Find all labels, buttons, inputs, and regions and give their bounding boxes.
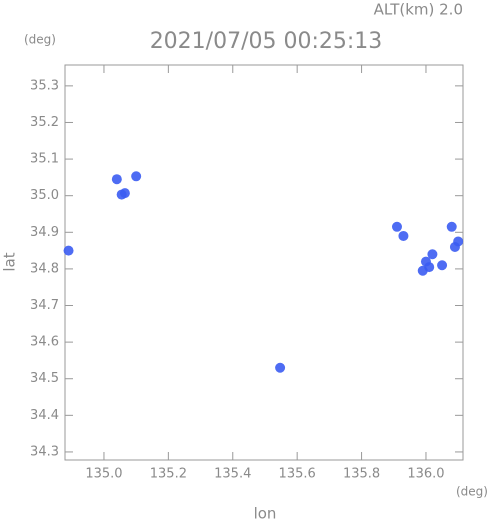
echo-point bbox=[275, 362, 286, 373]
y-tick-label: 35.0 bbox=[30, 188, 59, 203]
x-tick-label: 135.2 bbox=[150, 467, 187, 482]
x-tick-label: 135.6 bbox=[279, 467, 316, 482]
y-axis-label: lat bbox=[1, 252, 19, 271]
x-tick-label: 135.4 bbox=[214, 467, 251, 482]
y-tick-label: 34.7 bbox=[30, 298, 59, 313]
y-tick-label: 34.5 bbox=[30, 371, 59, 386]
x-tick-label: 136.0 bbox=[407, 467, 444, 482]
y-tick-label: 35.2 bbox=[30, 115, 59, 130]
echo-point bbox=[131, 171, 142, 182]
x-unit: (deg) bbox=[456, 485, 488, 499]
echo-point bbox=[424, 262, 435, 273]
y-tick-label: 34.9 bbox=[30, 225, 59, 240]
altitude-label: ALT(km) 2.0 bbox=[374, 1, 463, 19]
y-tick-label: 35.3 bbox=[30, 78, 59, 93]
echo-point bbox=[63, 245, 74, 256]
y-tick-label: 34.3 bbox=[30, 444, 59, 459]
x-tick-label: 135.8 bbox=[343, 467, 380, 482]
echo-point bbox=[437, 260, 448, 271]
y-unit: (deg) bbox=[24, 33, 56, 47]
y-tick-label: 34.6 bbox=[30, 335, 59, 350]
y-tick-label: 35.1 bbox=[30, 152, 59, 167]
echo-point bbox=[116, 189, 127, 200]
echo-point bbox=[398, 230, 409, 241]
chart-title: 2021/07/05 00:25:13 bbox=[150, 29, 383, 54]
y-tick-label: 34.4 bbox=[30, 408, 59, 423]
plot-frame bbox=[64, 64, 464, 461]
echo-point bbox=[427, 249, 438, 260]
x-axis-label: lon bbox=[254, 505, 277, 521]
echo-point bbox=[391, 221, 402, 232]
echo-point bbox=[453, 236, 464, 247]
x-tick-label: 135.0 bbox=[85, 467, 122, 482]
echo-point bbox=[446, 221, 457, 232]
y-tick-label: 34.8 bbox=[30, 261, 59, 276]
echo-point bbox=[111, 174, 122, 185]
